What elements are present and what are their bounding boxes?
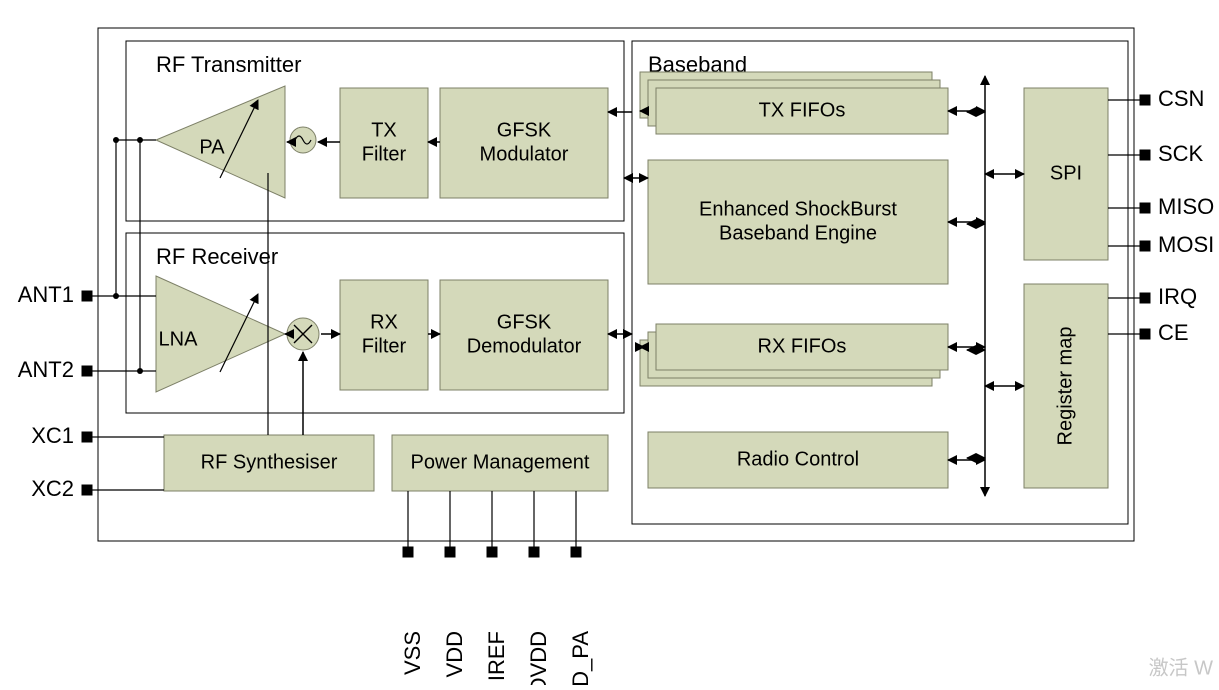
pin-label-VDD_PA: VDD_PA: [568, 631, 593, 685]
pin-ANT1: [82, 291, 92, 301]
rf_synth-label: RF Synthesiser: [201, 451, 338, 473]
pin-VDD_PA: [571, 547, 581, 557]
gfsk_demod-label1: GFSK: [497, 311, 552, 333]
pin-IRQ: [1140, 293, 1150, 303]
esb-label1: Enhanced ShockBurst: [699, 198, 897, 220]
rx_filter-label1: RX: [370, 311, 398, 333]
pin-label-VDD: VDD: [442, 631, 467, 677]
pin-label-CE: CE: [1158, 320, 1189, 345]
gfsk_mod-label2: Modulator: [480, 143, 569, 165]
esb-label2: Baseband Engine: [719, 222, 877, 244]
pin-label-SCK: SCK: [1158, 141, 1204, 166]
pin-label-XC1: XC1: [31, 423, 74, 448]
regmap-label: Register map: [1054, 327, 1076, 446]
pin-label-MOSI: MOSI: [1158, 232, 1214, 257]
radio_ctrl-label: Radio Control: [737, 448, 859, 470]
pin-ANT2: [82, 366, 92, 376]
pin-XC2: [82, 485, 92, 495]
pin-XC1: [82, 432, 92, 442]
pin-CSN: [1140, 95, 1150, 105]
pin-DVDD: [529, 547, 539, 557]
pin-VSS: [403, 547, 413, 557]
pin-IREF: [487, 547, 497, 557]
pin-VDD: [445, 547, 455, 557]
pin-label-ANT2: ANT2: [18, 357, 74, 382]
tx-fifos-label: TX FIFOs: [759, 99, 846, 121]
pin-label-ANT1: ANT1: [18, 282, 74, 307]
watermark: 激活 W: [1149, 656, 1214, 679]
pin-MISO: [1140, 203, 1150, 213]
pwr_mgmt-label: Power Management: [411, 451, 590, 473]
rx_filter-label2: Filter: [362, 335, 407, 357]
rx-fifos-label: RX FIFOs: [758, 335, 847, 357]
tx_filter-label1: TX: [371, 119, 397, 141]
pin-label-XC2: XC2: [31, 476, 74, 501]
pin-label-IREF: IREF: [484, 631, 509, 681]
pin-label-DVDD: DVDD: [526, 631, 551, 685]
rf_receiver-label: RF Receiver: [156, 244, 278, 269]
pin-label-VSS: VSS: [400, 631, 425, 675]
gfsk_demod-label2: Demodulator: [467, 335, 582, 357]
gfsk_mod-label1: GFSK: [497, 119, 552, 141]
pin-label-CSN: CSN: [1158, 86, 1204, 111]
pa-label: PA: [199, 136, 225, 158]
pin-SCK: [1140, 150, 1150, 160]
tx_filter-label2: Filter: [362, 143, 407, 165]
rf_transmitter-label: RF Transmitter: [156, 52, 301, 77]
pin-label-MISO: MISO: [1158, 194, 1214, 219]
pin-CE: [1140, 329, 1150, 339]
lna-label: LNA: [159, 328, 199, 350]
pin-MOSI: [1140, 241, 1150, 251]
pin-label-IRQ: IRQ: [1158, 284, 1197, 309]
spi-label: SPI: [1050, 162, 1082, 184]
